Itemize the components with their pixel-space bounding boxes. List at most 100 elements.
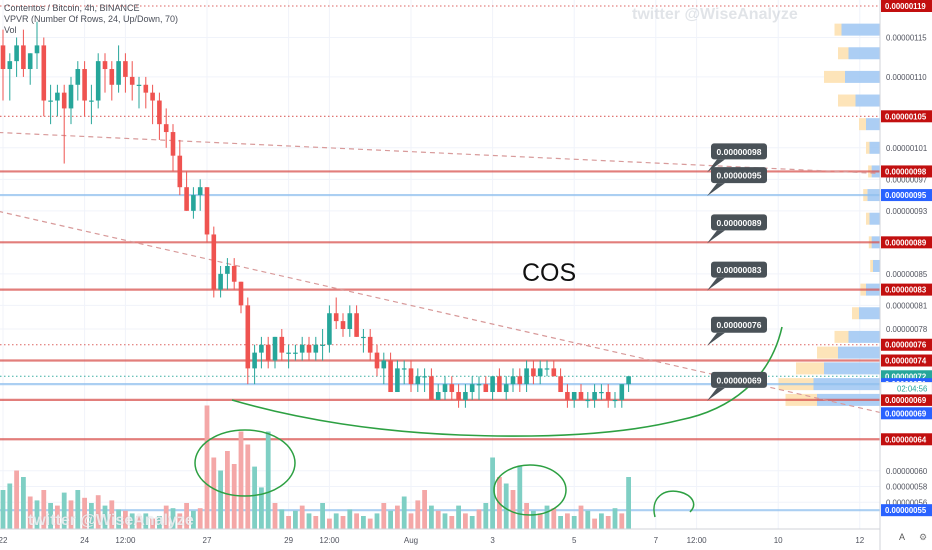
price-axis-panel[interactable] — [880, 0, 932, 550]
volume-bar — [619, 513, 625, 529]
volume-bar — [225, 451, 230, 529]
candle-body — [347, 313, 353, 329]
price-badge-label: 0.00000076 — [885, 341, 927, 350]
candle-body — [463, 392, 468, 400]
volume-bar — [422, 490, 427, 529]
volume-bar — [306, 513, 312, 529]
volume-bar — [68, 500, 74, 529]
volume-bar — [21, 477, 26, 529]
callout-box — [711, 371, 767, 388]
candle-body — [231, 265, 237, 282]
price-badge-label: 0.00000105 — [885, 112, 927, 121]
candle-body — [333, 313, 339, 322]
volume-bar — [150, 518, 155, 529]
price-tick-label: 0.00000097 — [886, 175, 927, 184]
time-tick-label: 12 — [855, 536, 864, 545]
candle-body — [456, 392, 461, 400]
candle-body — [129, 76, 135, 85]
volume-bar — [218, 470, 223, 529]
volume-bar — [129, 513, 135, 529]
candle-body — [170, 132, 176, 156]
volume-bar — [340, 516, 346, 529]
gear-icon[interactable]: ⚙ — [919, 532, 928, 542]
time-tick-label: 22 — [0, 536, 8, 545]
volume-bar — [361, 516, 366, 529]
candle-body — [150, 92, 155, 101]
callout-label: 0.00000076 — [717, 320, 762, 330]
candle-body — [27, 53, 33, 70]
vpvr-bar-down — [824, 70, 845, 83]
vpvr-bar-up — [824, 362, 880, 375]
vpvr-legend[interactable]: VPVR (Number Of Rows, 24, Up/Down, 70) — [4, 14, 179, 24]
callout-pointer — [707, 230, 725, 244]
symbol-legend[interactable]: Contentos / Bitcoin, 4h, BINANCE — [4, 3, 140, 13]
price-badge-label: 0.00000074 — [885, 357, 927, 366]
volume-bar — [27, 496, 33, 529]
volume-bar — [333, 513, 339, 529]
candle-body — [299, 344, 305, 353]
vpvr-bar-down — [796, 362, 824, 375]
candle-body — [14, 45, 19, 62]
candle-body — [612, 399, 618, 402]
volume-circle-drawing — [493, 464, 567, 516]
volume-bar — [510, 490, 516, 529]
vpvr-bar-down — [838, 94, 856, 107]
candle-body — [61, 92, 67, 109]
volume-bar — [75, 490, 81, 529]
volume-bar — [89, 503, 94, 529]
price-badge-label: 0.00000069 — [885, 409, 927, 418]
candle-body — [599, 392, 604, 394]
volume-bar — [286, 516, 291, 529]
auto-scale-button[interactable]: A — [899, 532, 906, 542]
annotations — [194, 326, 783, 518]
candle-body — [449, 384, 455, 393]
candle-body — [490, 376, 495, 393]
volume-bar — [259, 487, 264, 529]
volume-bar — [626, 477, 631, 529]
price-callouts[interactable]: 0.00000098 0.00000095 0.00000089 0.00000083… — [707, 143, 767, 401]
candle-body — [89, 100, 94, 102]
candle-body — [327, 313, 332, 345]
vpvr-bar-down — [859, 118, 866, 131]
volume-bar — [374, 513, 380, 529]
price-tick-label: 0.00000058 — [886, 483, 927, 492]
candle-body — [293, 352, 298, 354]
volume-legend[interactable]: Vol — [4, 25, 17, 35]
volume-bar — [163, 505, 169, 529]
volume-bar — [170, 508, 176, 529]
time-tick-label: 12:00 — [115, 536, 136, 545]
price-badge — [881, 236, 932, 249]
watermark-bottom: twitter @WiseAnalyze — [28, 512, 194, 529]
candle-body — [558, 376, 563, 393]
volume-bar — [408, 513, 414, 529]
candle-body — [272, 336, 278, 361]
price-badge-label: 0.00000083 — [885, 286, 927, 295]
volume-bar — [585, 510, 591, 529]
time-tick-label: 10 — [774, 536, 783, 545]
candle-body — [55, 92, 60, 101]
candle-body — [517, 376, 523, 385]
price-badge-label: 0.00000064 — [885, 435, 927, 444]
price-tick-label: 0.00000110 — [886, 73, 927, 82]
time-tick-label: 5 — [572, 536, 577, 545]
vpvr-bar-up — [859, 307, 880, 320]
candle-body — [585, 399, 591, 402]
price-badge-label: 0.00000119 — [885, 2, 926, 11]
time-axis-ticks[interactable]: 22 24 12:00 27 29 12:00 Aug 3 5 7 12:00 10 12 — [0, 536, 865, 545]
candle-body — [238, 281, 244, 306]
candle-body — [184, 187, 189, 211]
candle-body — [259, 344, 264, 353]
volume-bar — [279, 509, 285, 529]
volume-bar — [7, 483, 13, 529]
price-axis-badges: 0.00000119 0.00000105 0.00000098 0.00000095… — [880, 0, 932, 517]
candle-body — [82, 69, 87, 101]
candle-body — [483, 384, 489, 393]
volume-bar — [401, 496, 407, 529]
volume-bar — [245, 444, 251, 529]
vpvr-bar-up — [869, 141, 880, 154]
candle-body — [136, 84, 142, 86]
candle-body — [592, 392, 597, 400]
volume-bar — [456, 505, 461, 529]
price-badge — [881, 110, 932, 123]
